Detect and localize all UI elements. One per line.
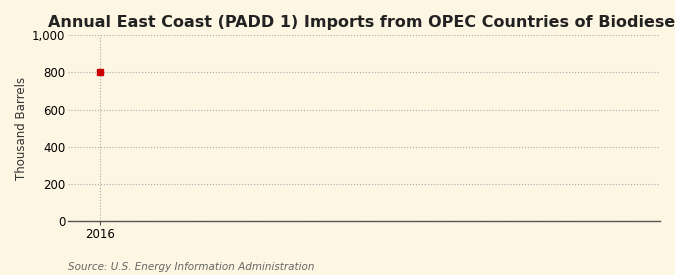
Y-axis label: Thousand Barrels: Thousand Barrels [15, 76, 28, 180]
Text: Source: U.S. Energy Information Administration: Source: U.S. Energy Information Administ… [68, 262, 314, 272]
Title: Annual East Coast (PADD 1) Imports from OPEC Countries of Biodiesel: Annual East Coast (PADD 1) Imports from … [48, 15, 675, 30]
